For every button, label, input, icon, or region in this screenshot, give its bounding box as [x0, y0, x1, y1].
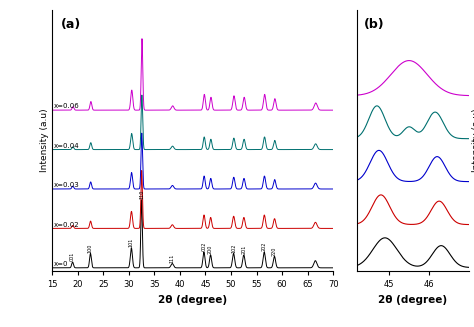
Text: 002: 002 — [201, 242, 206, 251]
Text: 101: 101 — [129, 238, 134, 247]
Text: 202: 202 — [262, 242, 267, 251]
Text: 110: 110 — [139, 190, 144, 199]
Text: (b): (b) — [364, 18, 384, 31]
Y-axis label: Intensity (a.u): Intensity (a.u) — [472, 109, 474, 172]
Text: 001: 001 — [70, 252, 75, 261]
Text: x=0.04: x=0.04 — [54, 143, 79, 149]
Text: 102: 102 — [231, 243, 236, 253]
Text: 100: 100 — [88, 243, 93, 253]
Text: 200: 200 — [208, 245, 213, 254]
Text: x=0.06: x=0.06 — [54, 103, 80, 110]
Text: x=0.03: x=0.03 — [54, 182, 80, 188]
Text: x=0: x=0 — [54, 261, 68, 267]
Text: x=0.02: x=0.02 — [54, 222, 79, 228]
X-axis label: 2θ (degree): 2θ (degree) — [158, 295, 227, 305]
Text: 220: 220 — [272, 246, 277, 256]
Text: (a): (a) — [61, 18, 81, 31]
Y-axis label: Intensity (a.u): Intensity (a.u) — [40, 109, 49, 172]
Text: 201: 201 — [241, 245, 246, 254]
X-axis label: 2θ (degree): 2θ (degree) — [378, 295, 447, 305]
Text: 111: 111 — [170, 253, 175, 263]
